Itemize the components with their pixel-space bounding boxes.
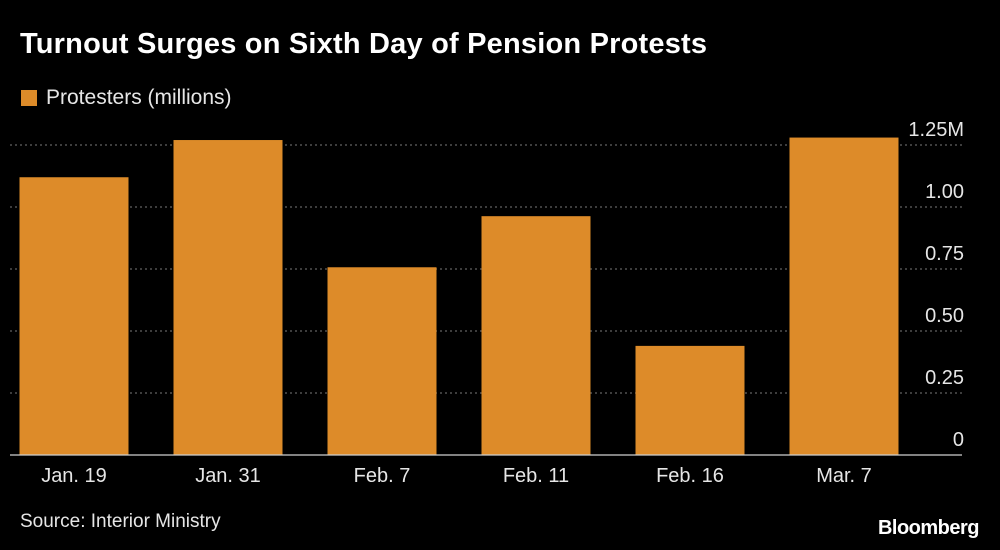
y-tick-label: 0.25	[925, 367, 964, 389]
y-tick-label: 1.25M	[908, 119, 964, 141]
y-axis-ticks: 0 0.25 0.50 0.75 1.00 1.25M	[908, 119, 964, 451]
x-tick-label: Mar. 7	[816, 465, 872, 487]
legend-swatch	[21, 90, 37, 106]
bar	[481, 216, 591, 455]
chart-title: Turnout Surges on Sixth Day of Pension P…	[20, 28, 708, 60]
x-tick-label: Jan. 31	[195, 465, 261, 487]
y-tick-label: 0.50	[925, 305, 964, 327]
x-axis-ticks: Jan. 19 Jan. 31 Feb. 7 Feb. 11 Feb. 16 Mar. 7	[41, 465, 872, 487]
bar	[635, 345, 745, 455]
x-tick-label: Jan. 19	[41, 465, 107, 487]
bars	[19, 137, 899, 456]
x-tick-label: Feb. 16	[656, 465, 724, 487]
legend-label: Protesters (millions)	[46, 86, 232, 109]
bar	[173, 140, 283, 456]
bloomberg-logo: Bloomberg	[877, 517, 980, 539]
y-tick-label: 1.00	[925, 181, 964, 203]
chart-legend: Protesters (millions)	[21, 86, 232, 110]
y-tick-label: 0	[953, 429, 964, 451]
source-note: Source: Interior Ministry	[20, 511, 221, 532]
bar	[19, 177, 129, 456]
x-tick-label: Feb. 7	[354, 465, 411, 487]
y-tick-label: 0.75	[925, 243, 964, 265]
x-tick-label: Feb. 11	[503, 465, 569, 487]
bar	[327, 267, 437, 455]
bar	[789, 137, 899, 455]
